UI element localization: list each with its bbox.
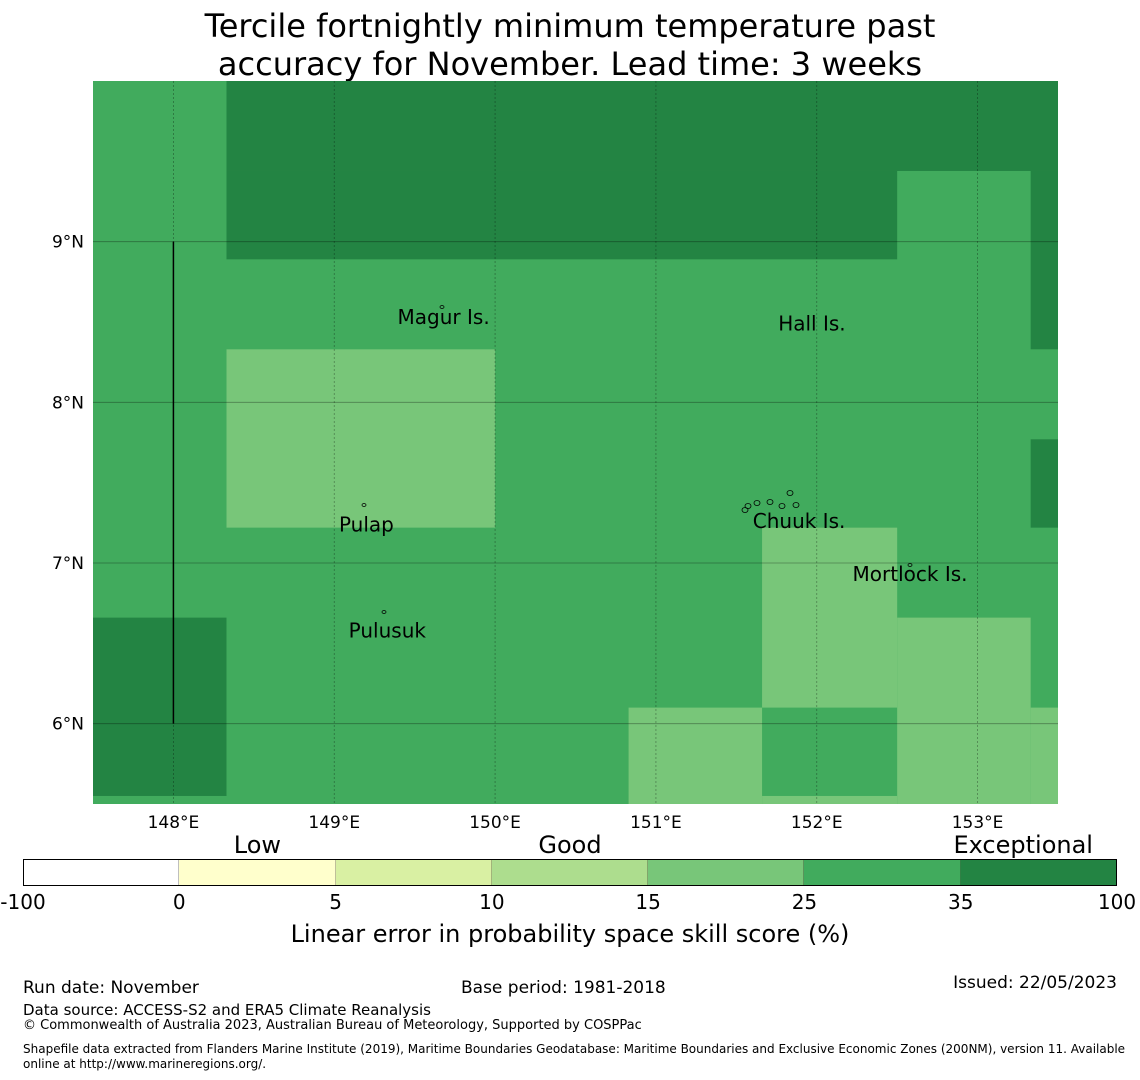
skill-cell-dark [1030,170,1058,350]
chart-title-line-1: Tercile fortnightly minimum temperature … [204,7,936,45]
colorbar-segment [179,859,336,886]
colorbar-segment [648,859,805,886]
base-period: Base period: 1981-2018 [461,978,666,998]
place-label: Chuuk Is. [753,509,846,533]
x-tick-label: 151°E [630,813,682,830]
x-tick-label: 152°E [791,813,843,830]
island-outline [753,500,761,506]
y-tick-label: 7°N [52,554,84,574]
colorbar-segment [804,859,961,886]
colorbar-tick-label: 100 [1097,890,1137,914]
colorbar-tick-label: 10 [479,890,505,914]
skill-cell-light [1030,707,1058,804]
place-label: Magur Is. [398,305,490,329]
colorbar-tick-label: -100 [0,890,46,914]
skill-cell-light [762,795,898,804]
skill-cell-dark [226,81,1058,171]
chart-title-line-2: accuracy for November. Lead time: 3 week… [217,45,923,83]
x-tick-label: 153°E [952,813,1004,830]
shapefile-credit: Shapefile data extracted from Flanders M… [23,1042,1126,1071]
colorbar-segment [960,859,1117,886]
data-source: Data source: ACCESS-S2 and ERA5 Climate … [23,1001,431,1019]
island-outline [361,503,367,507]
island-outline [792,502,800,508]
place-label: Mortlock Is. [853,562,968,586]
copyright: © Commonwealth of Australia 2023, Austra… [23,1018,642,1033]
skill-cell-light [897,617,1031,804]
skill-cell-dark [93,617,227,796]
colorbar-tick-label: 15 [635,890,661,914]
colorbar-label: Linear error in probability space skill … [290,920,850,948]
skill-cell-light [628,707,763,804]
island-outline [381,610,387,614]
y-tick-label: 9°N [52,233,84,253]
skill-cell-dark [226,170,898,260]
colorbar-tick-label: 0 [172,890,186,914]
colorbar-category-label: Exceptional [953,831,1093,859]
skill-cell-dark [1030,439,1058,528]
colorbar-category-label: Good [538,831,602,859]
x-tick-label: 149°E [308,813,360,830]
x-tick-label: 150°E [469,813,521,830]
skill-cell-light [762,527,898,708]
skill-cell-light [226,349,496,528]
colorbar-segment [491,859,649,886]
y-tick-label: 6°N [52,715,84,735]
y-tick-label: 8°N [52,393,84,413]
island-outline [439,305,445,309]
island-outline [786,490,794,496]
colorbar-tick-label: 5 [329,890,342,914]
island-outline [907,563,913,567]
map-plot: 148°E 149°E 150°E 151°E 152°E 153°E 9°N 8°N 7°N 6… [52,81,1058,830]
colorbar-frame [23,859,1117,886]
place-label: Pulap [339,512,394,536]
place-label: Hall Is. [778,312,845,336]
colorbar-category-label: Low [233,831,282,859]
issued-date: Issued: 22/05/2023 [953,973,1117,993]
island-outline [741,507,749,513]
colorbar-segment [23,859,180,886]
island-outline [766,499,774,505]
island-outline [778,503,786,509]
colorbar-segment [335,859,492,886]
run-date: Run date: November [23,978,199,998]
x-tick-label: 148°E [148,813,200,830]
colorbar-tick-label: 25 [791,890,818,914]
colorbar-tick-label: 35 [947,890,974,914]
place-label: Pulusuk [349,618,427,642]
